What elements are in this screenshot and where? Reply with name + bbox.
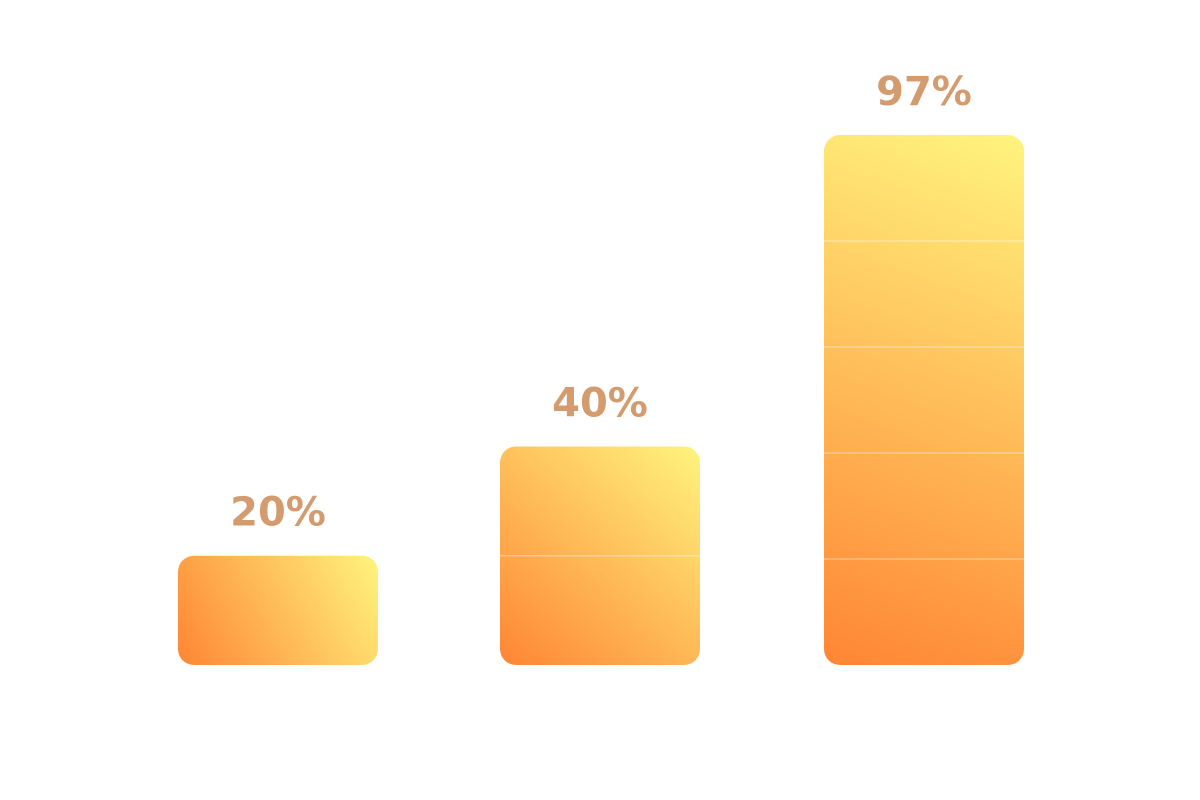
data-label-3: 97% — [876, 69, 972, 115]
bar-1 — [178, 555, 378, 665]
data-label-1: 20% — [230, 490, 326, 536]
bar-3 — [824, 135, 1024, 665]
bar-2 — [500, 446, 700, 665]
data-label-2: 40% — [552, 380, 648, 426]
data-labels-layer: 20% 40% 97% — [230, 69, 972, 536]
bars-layer — [178, 135, 1024, 665]
